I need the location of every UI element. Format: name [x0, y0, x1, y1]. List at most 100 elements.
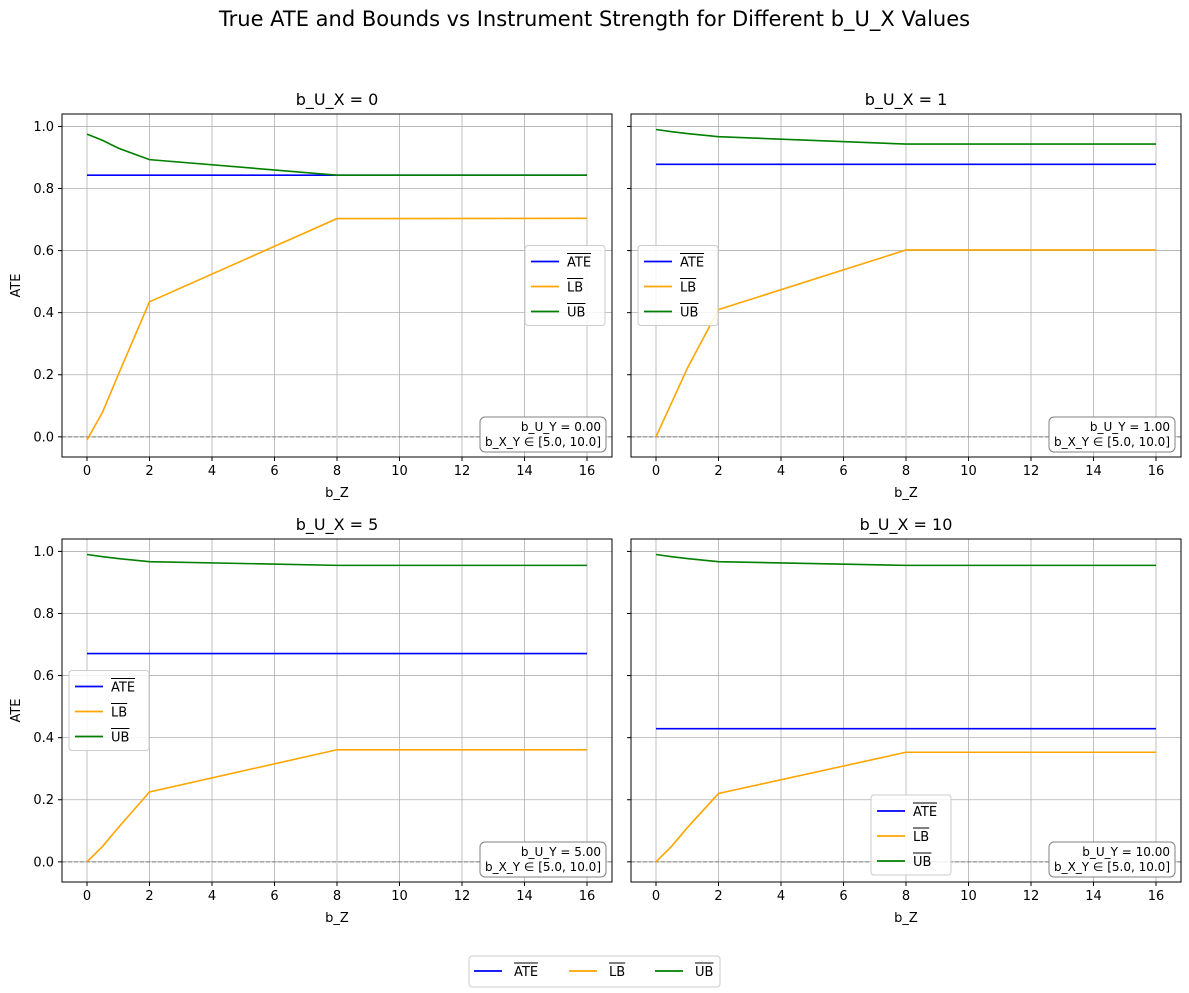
parameter-annotation: b_U_Y = 10.00b_X_Y ∈ [5.0, 10.0] — [1048, 841, 1176, 878]
subplot-title: b_U_X = 10 — [860, 515, 953, 535]
legend: ATE LB UB — [524, 245, 606, 326]
legend-label: LB — [111, 706, 127, 721]
annotation-line: b_X_Y ∈ [5.0, 10.0] — [485, 435, 601, 449]
x-tick-label: 16 — [1148, 889, 1165, 904]
x-tick-label: 10 — [960, 464, 977, 479]
y-tick-label: 1.0 — [33, 545, 54, 560]
subplot-title: b_U_X = 5 — [296, 515, 379, 535]
x-tick-label: 4 — [208, 889, 216, 904]
series-line-lb — [86, 748, 587, 863]
x-tick-label: 2 — [145, 889, 153, 904]
x-axis-label: b_Z — [894, 911, 918, 926]
parameter-annotation: b_U_Y = 1.00b_X_Y ∈ [5.0, 10.0] — [1048, 416, 1176, 453]
y-tick-label: 0.2 — [33, 368, 54, 383]
x-tick-label: 0 — [652, 464, 660, 479]
y-axis-label: ATE — [9, 698, 24, 722]
y-tick-label: 0.8 — [33, 182, 54, 197]
x-tick-label: 4 — [777, 889, 785, 904]
legend: ATE LB UB — [870, 794, 952, 876]
x-axis-label: b_Z — [325, 911, 349, 926]
annotation-line: b_X_Y ∈ [5.0, 10.0] — [485, 860, 601, 874]
x-tick-label: 16 — [579, 464, 596, 479]
subplot-3: 0 2 4 6 8 10 12 14 16 0.0 0.2 0.4 0.6 0.8 1.0 b_U_X = 5… — [9, 515, 613, 926]
series-line-ub — [655, 128, 1156, 145]
annotation-box — [1048, 841, 1176, 878]
y-tick-label: 0.0 — [33, 430, 54, 445]
x-tick-label: 8 — [333, 889, 341, 904]
x-tick-label: 2 — [714, 889, 722, 904]
x-tick-label: 8 — [902, 889, 910, 904]
series-line-ub — [86, 553, 587, 567]
legend: ATE LB UB — [68, 670, 150, 751]
x-tick-label: 16 — [579, 889, 596, 904]
legend-label: ATE — [567, 256, 591, 271]
x-tick-label: 8 — [902, 464, 910, 479]
legend-label: ATE — [111, 681, 135, 696]
series-line-ub — [655, 553, 1156, 567]
annotation-box — [479, 416, 607, 453]
figure-legend: ATE LB UB — [468, 955, 721, 988]
x-tick-label: 12 — [454, 464, 471, 479]
annotation-line: b_U_Y = 5.00 — [521, 845, 601, 859]
y-tick-label: 0.8 — [33, 607, 54, 622]
x-tick-label: 10 — [391, 889, 408, 904]
annotation-box — [1048, 416, 1176, 453]
series-line-lb — [86, 217, 588, 441]
legend-label: UB — [111, 731, 129, 746]
annotation-line: b_U_Y = 1.00 — [1090, 420, 1170, 434]
x-tick-label: 10 — [391, 464, 408, 479]
series-line-lb — [655, 751, 1156, 863]
legend-label: UB — [680, 306, 698, 321]
x-tick-label: 6 — [270, 889, 278, 904]
subplot-2: 0 2 4 6 8 10 12 14 16 b_U_X = 1 b_Z ATE LB UB b_U_Y = … — [627, 90, 1182, 501]
x-tick-label: 0 — [652, 889, 660, 904]
y-tick-label: 0.4 — [33, 306, 54, 321]
subplot-title: b_U_X = 1 — [865, 90, 948, 110]
legend-box — [637, 245, 719, 326]
legend-box — [68, 670, 150, 751]
x-tick-label: 2 — [714, 464, 722, 479]
y-tick-label: 1.0 — [33, 120, 54, 135]
x-tick-label: 0 — [83, 889, 91, 904]
figure-legend-label: UB — [695, 965, 713, 980]
annotation-line: b_X_Y ∈ [5.0, 10.0] — [1054, 435, 1170, 449]
x-tick-label: 6 — [839, 464, 847, 479]
subplot-title: b_U_X = 0 — [296, 90, 379, 110]
y-tick-label: 0.0 — [33, 855, 54, 870]
x-axis-label: b_Z — [894, 486, 918, 501]
annotation-line: b_U_Y = 10.00 — [1082, 845, 1170, 859]
x-tick-label: 12 — [1023, 464, 1040, 479]
x-tick-label: 14 — [1085, 464, 1102, 479]
parameter-annotation: b_U_Y = 0.00b_X_Y ∈ [5.0, 10.0] — [479, 416, 607, 453]
y-tick-label: 0.6 — [33, 244, 54, 259]
x-tick-label: 14 — [1085, 889, 1102, 904]
y-axis-label: ATE — [9, 273, 24, 297]
legend-label: UB — [913, 855, 931, 870]
series-line-lb — [655, 249, 1156, 438]
annotation-line: b_U_Y = 0.00 — [521, 420, 601, 434]
x-tick-label: 14 — [516, 464, 533, 479]
subplot-4: 0 2 4 6 8 10 12 14 16 b_U_X = 10 b_Z ATE LB UB b_U_Y =… — [627, 515, 1182, 926]
x-tick-label: 10 — [960, 889, 977, 904]
annotation-line: b_X_Y ∈ [5.0, 10.0] — [1054, 860, 1170, 874]
legend-box — [524, 245, 606, 326]
legend-box — [870, 794, 952, 876]
y-tick-label: 0.4 — [33, 731, 54, 746]
y-tick-label: 0.6 — [33, 669, 54, 684]
x-tick-label: 0 — [83, 464, 91, 479]
legend-label: UB — [567, 306, 585, 321]
legend: ATE LB UB — [637, 245, 719, 326]
y-tick-label: 0.2 — [33, 793, 54, 808]
legend-label: LB — [913, 830, 929, 845]
x-tick-label: 14 — [516, 889, 533, 904]
x-tick-label: 12 — [454, 889, 471, 904]
parameter-annotation: b_U_Y = 5.00b_X_Y ∈ [5.0, 10.0] — [479, 841, 607, 878]
figure-legend-label: ATE — [514, 965, 538, 980]
x-tick-label: 6 — [270, 464, 278, 479]
legend-label: LB — [680, 281, 696, 296]
series-line-ub — [86, 133, 587, 176]
legend-label: LB — [567, 281, 583, 296]
x-tick-label: 6 — [839, 889, 847, 904]
legend-label: ATE — [680, 256, 704, 271]
